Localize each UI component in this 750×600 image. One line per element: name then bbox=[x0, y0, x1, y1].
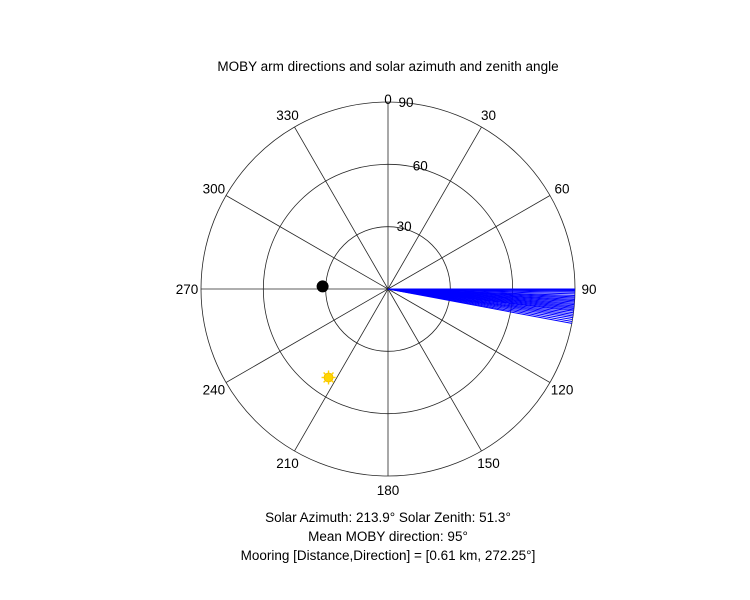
grid-spoke-240 bbox=[225, 288, 389, 383]
angle-tick-label-210: 210 bbox=[276, 456, 299, 471]
grid-spoke-300 bbox=[225, 195, 389, 290]
grid-spoke-30 bbox=[387, 126, 482, 290]
angle-tick-label-120: 120 bbox=[551, 383, 574, 398]
grid-spoke-210 bbox=[294, 288, 389, 452]
angle-tick-label-60: 60 bbox=[555, 182, 570, 197]
mooring-marker bbox=[316, 280, 329, 293]
angle-tick-label-240: 240 bbox=[203, 383, 226, 398]
angle-tick-label-270: 270 bbox=[176, 282, 199, 297]
solar-caption: Solar Azimuth: 213.9° Solar Zenith: 51.3… bbox=[265, 510, 511, 525]
polar-grid bbox=[200, 101, 576, 477]
mooring-caption: Mooring [Distance,Direction] = [0.61 km,… bbox=[240, 548, 536, 563]
grid-spoke-150 bbox=[387, 288, 482, 452]
tick-labels: 0 30 60 90 120 150 180 210 240 270 300 330 30 60 90 bbox=[176, 92, 597, 498]
angle-tick-label-150: 150 bbox=[477, 456, 500, 471]
angle-tick-label-330: 330 bbox=[276, 108, 299, 123]
sun-disc bbox=[323, 372, 334, 383]
angle-tick-label-30: 30 bbox=[481, 108, 496, 123]
radial-tick-label-30: 30 bbox=[397, 219, 412, 234]
sun-marker bbox=[321, 370, 336, 385]
grid-spoke-330 bbox=[294, 126, 389, 290]
arm-direction-line-24 bbox=[387, 288, 572, 324]
angle-tick-label-180: 180 bbox=[377, 483, 400, 498]
angle-tick-label-0: 0 bbox=[384, 92, 392, 107]
mean-direction-caption: Mean MOBY direction: 95° bbox=[308, 529, 468, 544]
grid-spoke-60 bbox=[387, 195, 551, 290]
radial-tick-label-90: 90 bbox=[398, 95, 413, 110]
angle-tick-label-300: 300 bbox=[203, 182, 226, 197]
angle-tick-label-90: 90 bbox=[581, 282, 596, 297]
chart-title: MOBY arm directions and solar azimuth an… bbox=[217, 59, 558, 74]
grid-spoke-120 bbox=[387, 288, 551, 383]
radial-tick-label-60: 60 bbox=[413, 159, 428, 174]
data-layer bbox=[316, 280, 576, 385]
